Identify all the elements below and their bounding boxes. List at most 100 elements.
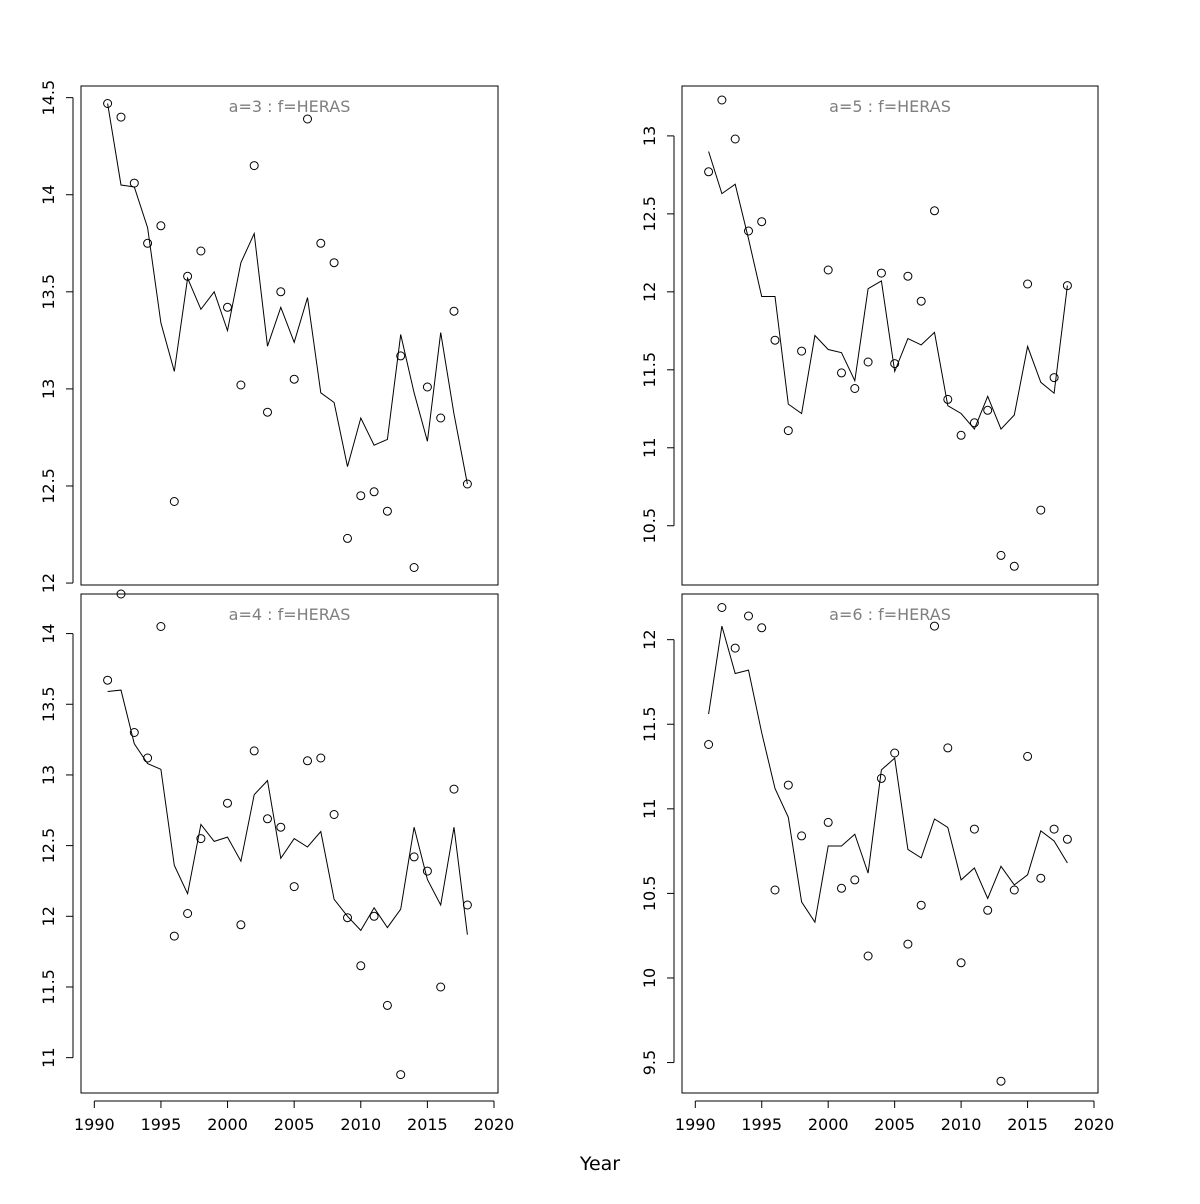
y-tick-label: 11.5: [39, 969, 58, 1005]
observed-point: [103, 99, 113, 108]
x-tick-label: 2020: [474, 1115, 515, 1134]
plot-frame: [681, 593, 1099, 1094]
observed-point: [863, 951, 873, 961]
observed-point: [903, 271, 913, 281]
observed-point: [422, 866, 432, 876]
observed-point: [449, 784, 459, 794]
observed-point: [1049, 824, 1059, 834]
observed-point: [422, 382, 432, 392]
observed-point: [223, 302, 232, 312]
observed-point: [116, 589, 126, 599]
observed-point: [409, 563, 419, 572]
observed-point: [462, 900, 472, 910]
observed-point: [169, 931, 179, 941]
panel-3: a=4 : f=HERAS 11 11.5 12 12.5 13 13.5 14 1990 199…: [39, 589, 515, 1134]
observed-point: [129, 728, 139, 737]
observed-point: [969, 824, 979, 834]
observed-point: [770, 335, 780, 345]
observed-point: [276, 287, 286, 297]
observed-point: [956, 430, 966, 440]
observed-point: [850, 875, 860, 885]
fitted-line: [708, 625, 1068, 924]
y-tick-label: 12: [39, 906, 58, 926]
observed-point: [303, 756, 312, 766]
observed-point: [876, 773, 886, 783]
y-tick-label: 12.5: [640, 196, 659, 232]
observed-point: [770, 885, 780, 895]
y-tick-label: 12: [39, 573, 58, 593]
observed-point: [436, 982, 446, 992]
observed-point: [369, 487, 379, 497]
panel-title: a=4 : f=HERAS: [229, 605, 351, 624]
observed-point: [1062, 834, 1072, 844]
fitted-line: [107, 103, 468, 485]
y-tick-label: 13.5: [39, 686, 58, 722]
observed-point: [316, 238, 326, 248]
y-tick-label: 13: [39, 765, 58, 785]
observed-point: [129, 178, 139, 188]
x-tick-label: 2000: [207, 1115, 248, 1134]
x-tick-label: 1995: [741, 1115, 782, 1134]
observed-point: [704, 167, 714, 177]
observed-point: [757, 623, 767, 633]
y-tick-label: 12: [640, 282, 659, 302]
y-tick-label: 13: [39, 379, 58, 399]
observed-point: [823, 817, 833, 827]
observed-point: [183, 909, 193, 918]
observed-point: [289, 882, 299, 892]
observed-point: [744, 226, 753, 236]
y-tick-label: 11: [640, 799, 659, 819]
x-tick-label: 2005: [274, 1115, 315, 1134]
y-tick-label: 12: [640, 629, 659, 649]
observed-point: [303, 114, 312, 124]
observed-point: [797, 346, 807, 356]
observed-point: [983, 405, 993, 415]
observed-point: [943, 394, 953, 404]
observed-point: [249, 161, 259, 171]
x-tick-label: 2020: [1074, 1115, 1115, 1134]
observed-point: [263, 814, 272, 824]
observed-point: [396, 1070, 406, 1080]
observed-point: [890, 748, 900, 758]
observed-point: [903, 939, 913, 949]
observed-point: [717, 95, 727, 105]
observed-point: [704, 740, 714, 749]
observed-point: [1036, 505, 1046, 515]
observed-point: [143, 238, 153, 248]
observed-point: [236, 380, 246, 390]
observed-point: [382, 1000, 392, 1010]
plot-frame: [681, 85, 1099, 586]
panel-title: a=6 : f=HERAS: [829, 605, 951, 624]
x-tick-label: 2015: [407, 1115, 448, 1134]
observed-point: [369, 911, 379, 921]
observed-point: [103, 675, 113, 685]
y-tick-label: 11.5: [640, 352, 659, 388]
y-tick-label: 11.5: [640, 706, 659, 742]
observed-point: [356, 961, 366, 971]
observed-point: [409, 852, 419, 862]
observed-point: [1009, 561, 1019, 571]
y-tick-label: 10.5: [640, 876, 659, 912]
observed-point: [329, 810, 339, 819]
observed-point: [249, 746, 259, 756]
observed-point: [289, 374, 299, 384]
observed-point: [916, 296, 926, 306]
plot-frame: [80, 593, 499, 1094]
observed-point: [983, 905, 993, 915]
x-tick-label: 1990: [74, 1115, 115, 1134]
panel-title: a=3 : f=HERAS: [229, 97, 351, 116]
observed-point: [863, 357, 873, 367]
observed-point: [1009, 885, 1019, 895]
observed-point: [996, 1076, 1006, 1086]
observed-point: [744, 611, 753, 621]
observed-point: [717, 603, 727, 612]
observed-point: [837, 368, 846, 378]
observed-point: [462, 479, 472, 489]
x-tick-label: 2005: [874, 1115, 915, 1134]
y-tick-label: 11: [39, 1047, 58, 1067]
observed-point: [783, 426, 793, 436]
observed-point: [343, 913, 352, 923]
observed-point: [837, 883, 846, 893]
observed-point: [143, 753, 153, 763]
observed-point: [1023, 279, 1033, 289]
